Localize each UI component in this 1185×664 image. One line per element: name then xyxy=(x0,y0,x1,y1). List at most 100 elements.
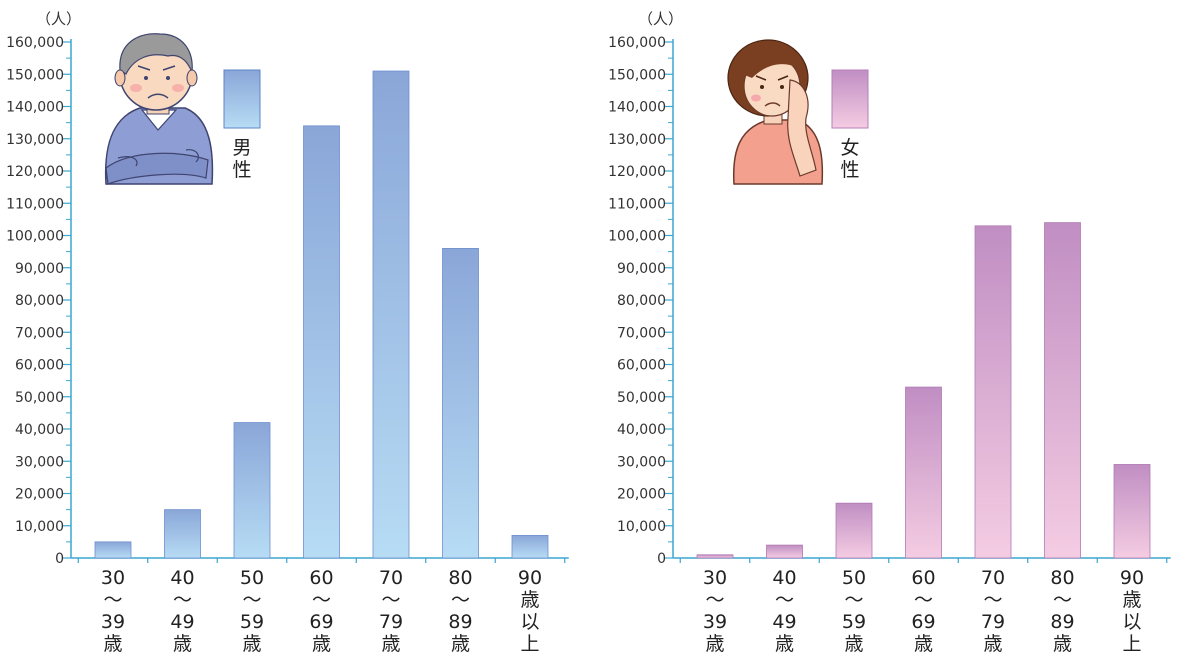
y-tick-label: 140,000 xyxy=(608,100,666,116)
y-tick-label: 30,000 xyxy=(617,454,666,470)
bar xyxy=(835,502,873,559)
x-tick-label: 歳 xyxy=(775,633,794,655)
y-tick-label: 90,000 xyxy=(15,261,64,277)
x-tick-label: 80 xyxy=(448,567,472,589)
x-tick-label: 30 xyxy=(101,567,125,589)
y-tick-label: 50,000 xyxy=(15,390,64,406)
x-tick-label: 〜 xyxy=(242,589,261,611)
y-tick-label: 100,000 xyxy=(608,229,666,245)
x-tick-label: 50 xyxy=(842,567,866,589)
y-tick-label: 60,000 xyxy=(617,358,666,374)
y-tick-label: 40,000 xyxy=(617,422,666,438)
legend-label-line: 性 xyxy=(232,159,251,181)
female-chart-panel: （人） 女 性 0 10,000 20,000 xyxy=(608,10,1171,655)
y-tick-label: 150,000 xyxy=(608,67,666,83)
x-tick-label: 70 xyxy=(981,567,1005,589)
y-tick-label: 20,000 xyxy=(617,487,666,503)
x-tick-label: 49 xyxy=(772,611,796,633)
y-tick-label: 0 xyxy=(55,551,64,567)
x-tick-label: 60 xyxy=(911,567,935,589)
x-tick-label: 歳 xyxy=(451,633,470,655)
x-tick-label: 89 xyxy=(448,611,472,633)
y-tick-label: 30,000 xyxy=(15,454,64,470)
y-tick-label: 100,000 xyxy=(6,229,64,245)
elderly-man-icon xyxy=(104,33,214,185)
y-tick-label: 130,000 xyxy=(6,132,64,148)
x-tick-label: 〜 xyxy=(914,589,933,611)
bar xyxy=(164,509,201,559)
bars xyxy=(696,222,1151,559)
x-tick-label: 49 xyxy=(170,611,194,633)
y-tick-label: 10,000 xyxy=(617,519,666,535)
x-tick-label: 歳 xyxy=(705,633,724,655)
legend-swatch-female xyxy=(831,69,869,129)
bar xyxy=(233,422,271,559)
bar xyxy=(905,386,942,559)
bar xyxy=(1044,222,1081,559)
bar xyxy=(766,544,803,559)
x-tick-labels: 30〜39歳40〜49歳50〜59歳60〜69歳70〜79歳80〜89歳90歳以… xyxy=(703,567,1144,655)
x-tick-label: 79 xyxy=(981,611,1005,633)
x-tick-label: 歳 xyxy=(983,633,1002,655)
x-tick-label: 〜 xyxy=(103,589,122,611)
y-tick-label: 80,000 xyxy=(617,293,666,309)
y-tick-label: 70,000 xyxy=(617,325,666,341)
bars xyxy=(94,70,549,559)
x-tick-label: 90 xyxy=(518,567,542,589)
x-tick-label: 89 xyxy=(1050,611,1074,633)
x-tick-label: 歳 xyxy=(312,633,331,655)
bar xyxy=(1113,464,1151,559)
x-tick-label: 69 xyxy=(911,611,935,633)
x-tick-label: 30 xyxy=(703,567,727,589)
y-tick-label: 60,000 xyxy=(15,358,64,374)
x-tick-label: 歳 xyxy=(1122,589,1141,611)
x-tick-label: 59 xyxy=(240,611,264,633)
x-tick-label: 40 xyxy=(170,567,194,589)
legend-label-line: 女 xyxy=(840,137,859,159)
y-unit-label: （人） xyxy=(36,10,81,28)
x-tick-label: 歳 xyxy=(173,633,192,655)
y-tick-label: 110,000 xyxy=(608,196,666,212)
y-tick-label: 120,000 xyxy=(608,164,666,180)
x-tick-label: 〜 xyxy=(844,589,863,611)
x-tick-label: 69 xyxy=(309,611,333,633)
x-tick-label: 39 xyxy=(703,611,727,633)
y-tick-label: 90,000 xyxy=(617,261,666,277)
y-tick-label: 160,000 xyxy=(608,35,666,51)
x-tick-label: 50 xyxy=(240,567,264,589)
x-tick-label: 以 xyxy=(520,611,539,633)
y-tick-label: 70,000 xyxy=(15,325,64,341)
x-tick-label: 39 xyxy=(101,611,125,633)
x-tick-label: 〜 xyxy=(705,589,724,611)
bar xyxy=(696,554,734,559)
x-tick-label: 60 xyxy=(309,567,333,589)
x-tick-label: 〜 xyxy=(775,589,794,611)
bar xyxy=(303,125,340,559)
legend-label-line: 性 xyxy=(840,159,859,181)
bar xyxy=(372,70,410,559)
x-tick-label: 以 xyxy=(1122,611,1141,633)
x-tick-label: 歳 xyxy=(242,633,261,655)
y-tick-label: 110,000 xyxy=(6,196,64,212)
bar xyxy=(94,541,132,559)
y-tick-label: 150,000 xyxy=(6,67,64,83)
y-tick-label: 10,000 xyxy=(15,519,64,535)
legend-swatch-male xyxy=(223,69,261,129)
bar xyxy=(974,225,1012,559)
x-tick-label: 90 xyxy=(1120,567,1144,589)
x-tick-label: 歳 xyxy=(103,633,122,655)
bar xyxy=(442,247,479,559)
legend: 男 性 xyxy=(223,69,261,181)
y-unit-label: （人） xyxy=(638,10,683,28)
y-tick-label: 20,000 xyxy=(15,487,64,503)
y-tick-label: 50,000 xyxy=(617,390,666,406)
x-tick-label: 70 xyxy=(379,567,403,589)
x-tick-label: 79 xyxy=(379,611,403,633)
x-tick-label: 歳 xyxy=(520,589,539,611)
x-tick-label: 歳 xyxy=(381,633,400,655)
elderly-woman-icon xyxy=(727,39,824,185)
axes: 0 10,000 20,000 30,000 40,000 50,000 60,000 70,… xyxy=(608,35,1171,567)
x-tick-label: 59 xyxy=(842,611,866,633)
y-tick-label: 130,000 xyxy=(608,132,666,148)
